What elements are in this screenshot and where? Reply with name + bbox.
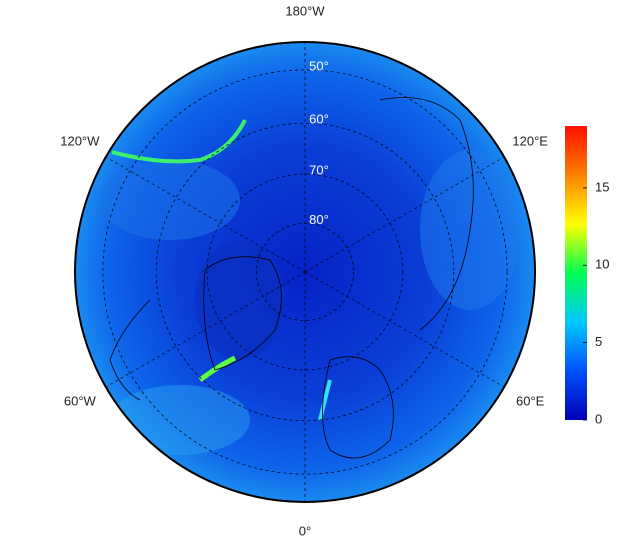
latitude-label: 60° bbox=[309, 112, 329, 127]
longitude-label: 0° bbox=[299, 523, 311, 538]
colorbar-tick-label: 10 bbox=[595, 257, 609, 272]
graticule bbox=[102, 42, 508, 502]
longitude-label: 180°W bbox=[285, 3, 325, 18]
longitude-label: 120°W bbox=[60, 133, 100, 148]
latitude-circle bbox=[206, 173, 404, 371]
meridian bbox=[105, 156, 306, 273]
meridian bbox=[105, 271, 306, 388]
meridian bbox=[304, 156, 505, 273]
latitude-circle bbox=[102, 69, 508, 475]
longitude-label: 120°E bbox=[512, 133, 548, 148]
meridian bbox=[304, 271, 505, 388]
latitude-label: 80° bbox=[309, 212, 329, 227]
colorbar bbox=[565, 126, 587, 420]
longitude-label: 60°E bbox=[516, 393, 545, 408]
latitude-circle bbox=[155, 122, 455, 422]
colorbar-tick-label: 15 bbox=[595, 179, 609, 194]
longitude-label: 60°W bbox=[64, 393, 97, 408]
colorbar-tick-label: 0 bbox=[595, 411, 602, 426]
latitude-label: 70° bbox=[309, 163, 329, 178]
colorbar-tick-label: 5 bbox=[595, 334, 602, 349]
map-boundary bbox=[74, 41, 536, 503]
latitude-label: 50° bbox=[309, 58, 329, 73]
